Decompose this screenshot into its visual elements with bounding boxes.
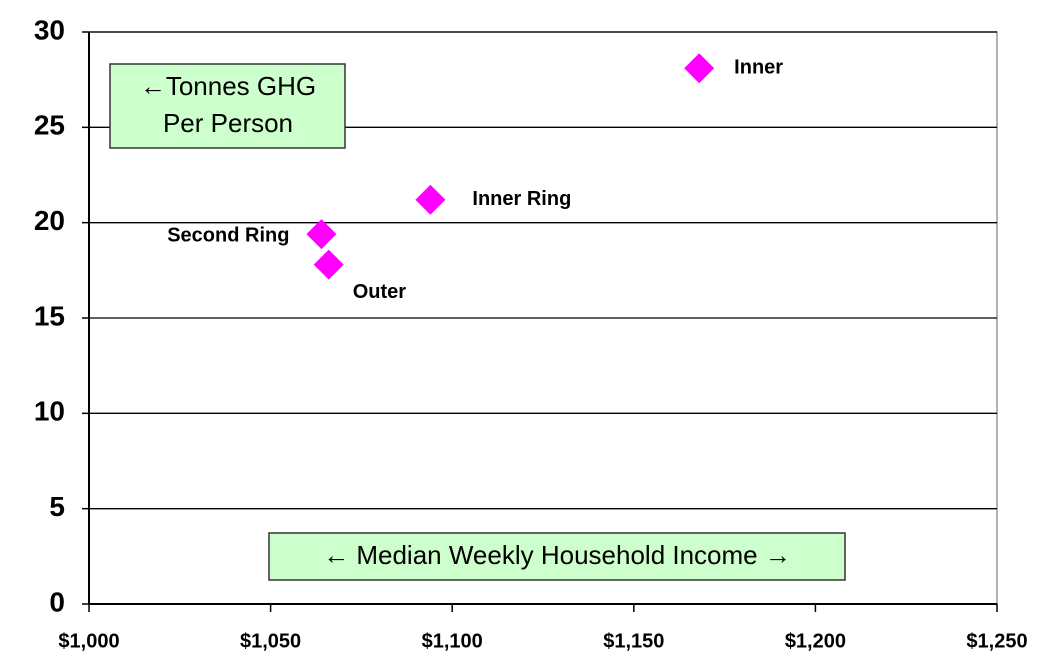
point-label: Outer: [353, 281, 407, 303]
annotation-box: [268, 532, 846, 581]
x-tick-label: $1,200: [785, 630, 846, 652]
y-tick-label: 5: [49, 491, 65, 522]
data-point: [684, 53, 715, 84]
y-tick-label: 25: [34, 110, 65, 141]
y-tick-label: 10: [34, 396, 65, 427]
x-tick-label: $1,100: [422, 630, 483, 652]
annotation-text: Per Person: [163, 108, 293, 138]
data-point: [306, 219, 337, 250]
data-point: [415, 184, 446, 215]
y-tick-label: 15: [34, 300, 65, 331]
x-tick-label: $1,250: [966, 630, 1027, 652]
x-tick-label: $1,000: [58, 630, 119, 652]
y-tick-label: 30: [34, 14, 65, 45]
annotation-text: ← Median Weekly Household Income →: [323, 540, 791, 570]
annotation-box: [109, 63, 346, 149]
x-tick-label: $1,150: [603, 630, 664, 652]
point-label: Inner: [734, 57, 783, 79]
y-tick-label: 0: [49, 586, 65, 617]
x-tick-label: $1,050: [240, 630, 301, 652]
annotation-text: ←Tonnes GHG: [140, 71, 316, 101]
point-label: Inner Ring: [472, 188, 571, 210]
point-label: Second Ring: [167, 224, 289, 246]
data-point: [313, 249, 344, 280]
y-tick-label: 20: [34, 205, 65, 236]
